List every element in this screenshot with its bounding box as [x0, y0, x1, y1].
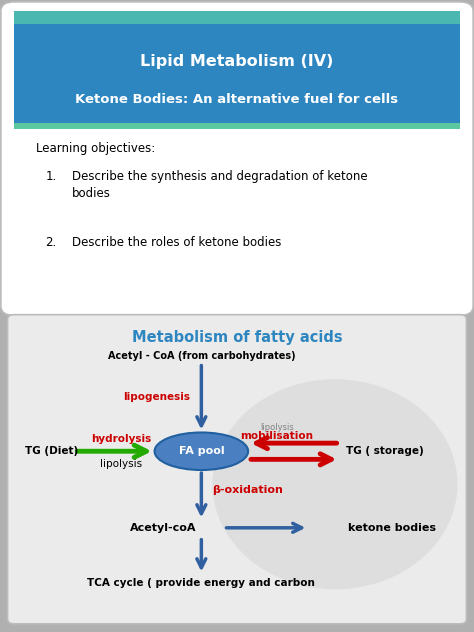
Ellipse shape — [212, 379, 457, 589]
Text: hydrolysis: hydrolysis — [91, 434, 151, 444]
Text: 2.: 2. — [46, 236, 57, 248]
Text: β-oxidation: β-oxidation — [212, 485, 283, 495]
FancyBboxPatch shape — [1, 2, 473, 315]
Text: ketone bodies: ketone bodies — [348, 523, 437, 533]
Text: TCA cycle ( provide energy and carbon: TCA cycle ( provide energy and carbon — [87, 578, 315, 588]
Text: lipolysis: lipolysis — [100, 459, 142, 469]
Text: lipogenesis: lipogenesis — [123, 392, 190, 402]
Text: Describe the synthesis and degradation of ketone
bodies: Describe the synthesis and degradation o… — [72, 171, 368, 200]
Text: Describe the roles of ketone bodies: Describe the roles of ketone bodies — [72, 236, 282, 248]
Text: FA pool: FA pool — [179, 446, 224, 456]
Text: Ketone Bodies: An alternative fuel for cells: Ketone Bodies: An alternative fuel for c… — [75, 93, 399, 106]
Text: Metabolism of fatty acids: Metabolism of fatty acids — [132, 330, 342, 344]
Ellipse shape — [155, 432, 248, 470]
FancyBboxPatch shape — [14, 11, 460, 24]
Text: 1.: 1. — [46, 171, 57, 183]
FancyBboxPatch shape — [14, 24, 460, 123]
Text: Acetyl - CoA (from carbohydrates): Acetyl - CoA (from carbohydrates) — [108, 351, 295, 361]
Text: mobilisation: mobilisation — [241, 430, 314, 441]
Text: Learning objectives:: Learning objectives: — [36, 142, 156, 155]
Text: lipolysis: lipolysis — [260, 423, 294, 432]
Text: TG ( storage): TG ( storage) — [346, 446, 424, 456]
FancyBboxPatch shape — [14, 123, 460, 129]
FancyBboxPatch shape — [8, 315, 466, 624]
Text: Lipid Metabolism (IV): Lipid Metabolism (IV) — [140, 54, 334, 68]
Text: TG (Diet): TG (Diet) — [25, 446, 79, 456]
Text: Acetyl-coA: Acetyl-coA — [130, 523, 197, 533]
